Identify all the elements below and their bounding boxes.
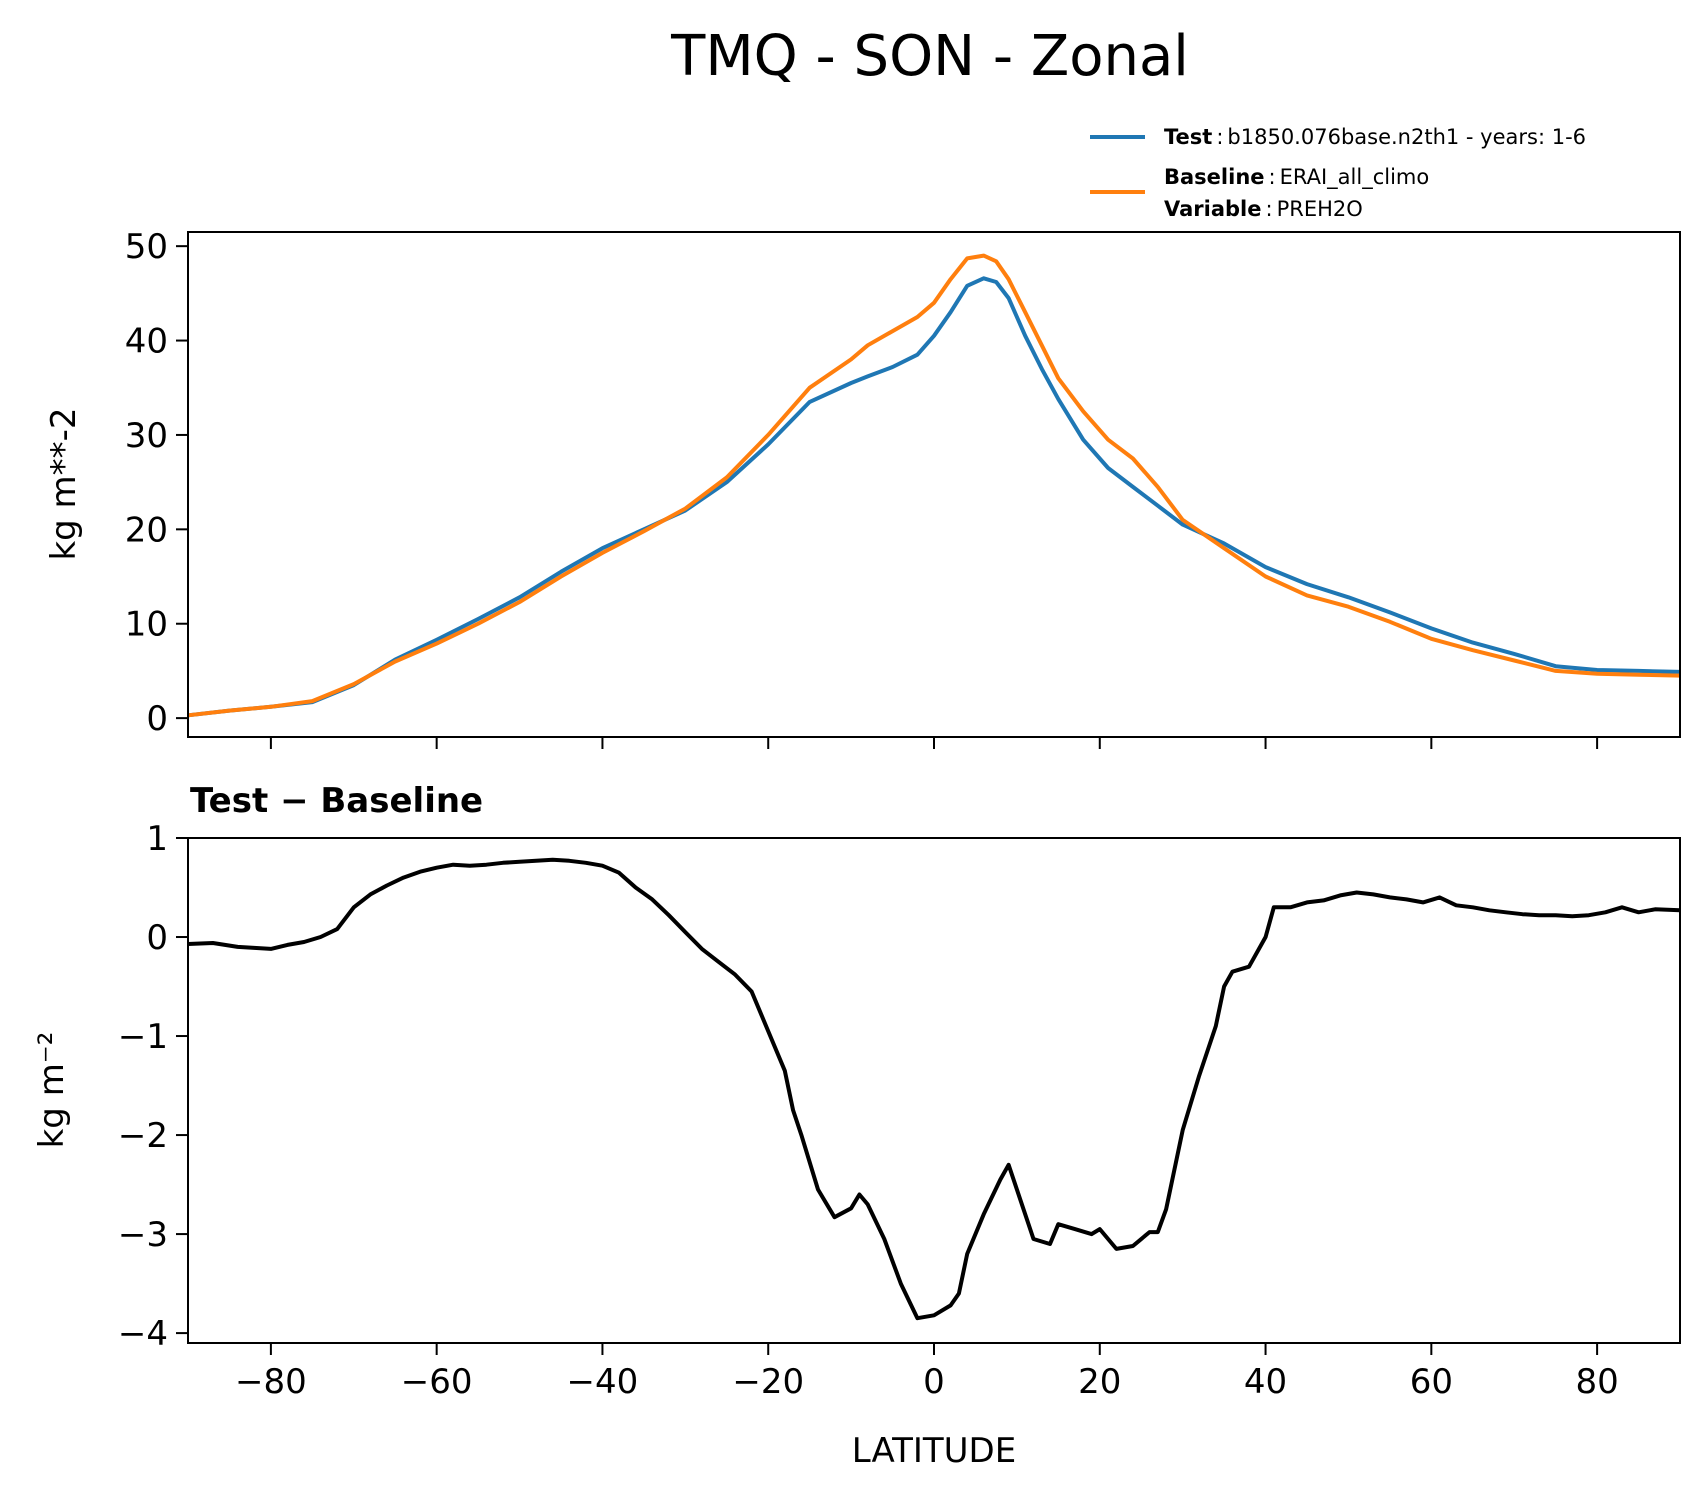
bot-y-tick-label: −3 [118, 1215, 168, 1255]
legend-test-text: b1850.076base.n2th1 - years: 1-6 [1227, 125, 1586, 149]
x-tick-label: 60 [1410, 1362, 1453, 1402]
bottom-y-ticks: 1 0 −1 −2 −3 −4 [118, 819, 188, 1354]
top-series-group [187, 253, 1681, 718]
legend-baseline-text: ERAI_all_climo [1280, 165, 1430, 190]
x-tick-label: 80 [1575, 1362, 1618, 1402]
legend-entry-test: Test: b1850.076base.n2th1 - years: 1-6 [1164, 125, 1586, 149]
top-y-tick-label: 10 [125, 605, 168, 645]
test-series-line [187, 276, 1681, 718]
bottom-panel: Test − Baseline −80 −60 −40 −20 0 20 40 60 80 1 0… [32, 781, 1681, 1471]
figure-title: TMQ - SON - Zonal [670, 24, 1189, 89]
top-panel: 0 10 20 30 40 50 kg m**-2 [44, 227, 1681, 749]
bot-y-tick-label: 1 [146, 819, 168, 859]
legend-test-sep: : [1216, 125, 1223, 149]
top-y-tick-label: 30 [125, 416, 168, 456]
top-y-tick-label: 40 [125, 322, 168, 362]
bot-y-tick-label: 0 [146, 918, 168, 958]
top-y-axis-label: kg m**-2 [44, 407, 84, 560]
x-tick-label: −80 [235, 1362, 307, 1402]
legend-entry-baseline: Baseline: ERAI_all_climo [1164, 165, 1429, 190]
legend-entry-variable: Variable: PREH2O [1164, 197, 1363, 221]
top-y-tick-label: 50 [125, 227, 168, 267]
x-tick-label: −40 [567, 1362, 639, 1402]
x-tick-label: 0 [923, 1362, 945, 1402]
legend-variable-key: Variable [1164, 197, 1261, 221]
bottom-series-group [187, 857, 1681, 1321]
top-x-ticks [269, 737, 1599, 749]
top-y-tick-label: 0 [146, 699, 168, 739]
bot-y-tick-label: −1 [118, 1017, 168, 1057]
baseline-series-line [187, 253, 1681, 718]
difference-series-line [187, 857, 1681, 1321]
bot-y-tick-label: −2 [118, 1116, 168, 1156]
x-tick-label: −20 [732, 1362, 804, 1402]
top-y-tick-label: 20 [125, 510, 168, 550]
bot-y-tick-label: −4 [118, 1314, 168, 1354]
x-tick-label: −60 [401, 1362, 473, 1402]
legend-variable-text: PREH2O [1277, 197, 1363, 221]
top-y-ticks: 0 10 20 30 40 50 [125, 227, 188, 739]
legend-test-key: Test [1164, 125, 1212, 149]
x-tick-label: 40 [1244, 1362, 1287, 1402]
legend-baseline-sep: : [1269, 165, 1276, 189]
bottom-y-axis-label: kg m⁻² [32, 1032, 72, 1149]
bottom-panel-title: Test − Baseline [190, 781, 483, 821]
legend-variable-sep: : [1265, 197, 1272, 221]
x-axis-label: LATITUDE [852, 1431, 1016, 1471]
legend-baseline-key: Baseline [1164, 165, 1265, 189]
legend: Test: b1850.076base.n2th1 - years: 1-6 Ba… [1090, 125, 1586, 221]
x-tick-label: 20 [1078, 1362, 1121, 1402]
bottom-x-ticks: −80 −60 −40 −20 0 20 40 60 80 [235, 1343, 1619, 1402]
